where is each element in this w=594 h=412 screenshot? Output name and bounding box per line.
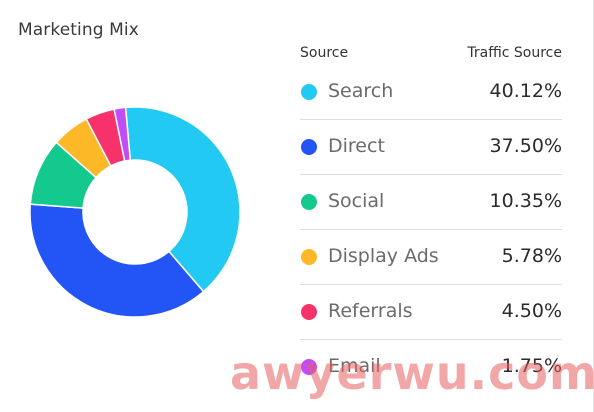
legend-label: Email — [328, 355, 381, 377]
donut-slice-search — [124, 106, 241, 293]
legend-header-source: Source — [300, 45, 349, 61]
legend-value: 4.50% — [501, 300, 562, 322]
legend-label: Referrals — [328, 300, 413, 322]
legend-item: Direct 37.50% — [300, 120, 562, 175]
legend-header: Source Traffic Source — [300, 45, 562, 65]
legend-dot — [301, 359, 317, 375]
legend-value: 40.12% — [489, 80, 562, 102]
legend-dot — [301, 249, 317, 265]
legend-value: 1.75% — [501, 355, 562, 377]
legend-item: Display Ads 5.78% — [300, 230, 562, 285]
legend-label: Direct — [328, 135, 385, 157]
donut-chart — [29, 106, 241, 318]
legend-dot — [301, 84, 317, 100]
donut-slice-email — [113, 106, 132, 162]
legend-value: 37.50% — [489, 135, 562, 157]
legend-label: Social — [328, 190, 385, 212]
legend-item: Email 1.75% — [300, 340, 562, 395]
legend-header-traffic: Traffic Source — [467, 45, 562, 61]
legend-label: Search — [328, 80, 394, 102]
legend-dot — [301, 194, 317, 210]
legend-value: 5.78% — [501, 245, 562, 267]
legend-item: Social 10.35% — [300, 175, 562, 230]
chart-title: Marketing Mix — [18, 20, 139, 40]
legend-item: Search 40.12% — [300, 65, 562, 120]
donut-slice-direct — [29, 203, 205, 318]
legend-item: Referrals 4.50% — [300, 285, 562, 340]
legend-value: 10.35% — [489, 190, 562, 212]
legend-dot — [301, 304, 317, 320]
legend-dot — [301, 139, 317, 155]
legend-list: Search 40.12% Direct 37.50% Social 10.35% Disp… — [300, 65, 562, 395]
legend-label: Display Ads — [328, 245, 439, 267]
